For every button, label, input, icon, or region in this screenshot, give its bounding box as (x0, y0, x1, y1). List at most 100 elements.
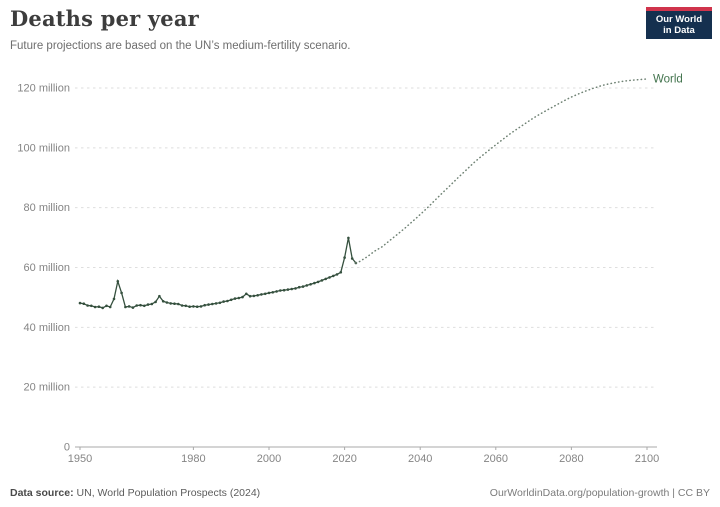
series-point (237, 296, 241, 300)
series-point (328, 276, 331, 279)
series-point (279, 289, 282, 292)
chart-title: Deaths per year (10, 6, 199, 31)
series-point (241, 295, 244, 299)
series-point (82, 302, 86, 306)
series-point (195, 305, 199, 309)
series-point (139, 303, 142, 307)
x-tick-label: 1980 (181, 453, 205, 465)
series-point (211, 302, 214, 306)
series-point (301, 285, 305, 288)
series-point (343, 256, 346, 259)
series-point (316, 280, 320, 284)
series-point (150, 302, 154, 306)
series-point (256, 294, 260, 297)
series-point (78, 301, 82, 305)
series-point (324, 277, 328, 281)
series-point (154, 300, 157, 304)
series-point (177, 302, 180, 306)
y-tick-label: 40 million (24, 322, 70, 334)
series-point (127, 305, 131, 308)
series-point (120, 291, 123, 295)
series-point (124, 305, 127, 309)
series-point (207, 303, 210, 306)
series-point (214, 302, 218, 305)
series-point (347, 236, 350, 240)
series-point (203, 303, 206, 307)
series-point (143, 304, 146, 308)
series-point (313, 281, 316, 285)
series-point (263, 292, 267, 296)
series-point (116, 280, 120, 283)
series-point (169, 302, 172, 305)
series-point (135, 304, 138, 307)
series-point (93, 305, 97, 309)
x-tick-label: 2000 (257, 453, 281, 465)
y-tick-label: 100 million (17, 142, 70, 154)
series-point (350, 257, 354, 260)
series-point (131, 306, 135, 309)
y-tick-label: 0 (64, 442, 70, 454)
y-tick-label: 60 million (24, 262, 70, 274)
credit-link[interactable]: OurWorldinData.org/population-growth | C… (489, 487, 710, 499)
chart-footer: Data source: UN, World Population Prospe… (0, 487, 720, 499)
series-historical (79, 237, 357, 309)
series-point (233, 297, 237, 300)
data-source: Data source: UN, World Population Prospe… (10, 487, 260, 499)
data-source-label: Data source: (10, 487, 74, 499)
series-point (294, 287, 297, 290)
data-source-text: UN, World Population Prospects (2024) (73, 487, 261, 499)
series-point (309, 283, 312, 286)
series-point (290, 287, 294, 291)
series-point (275, 290, 278, 293)
series-point (297, 285, 301, 289)
series-point (229, 298, 233, 302)
series-point (97, 305, 101, 309)
series-point (267, 291, 271, 295)
series-point (173, 302, 176, 306)
series-point (146, 303, 150, 306)
series-point (252, 294, 256, 298)
series-point (199, 305, 203, 308)
series-point (248, 294, 252, 298)
series-point (108, 305, 112, 309)
y-tick-label: 80 million (24, 202, 70, 214)
series-point (158, 294, 161, 298)
series-point (335, 273, 339, 276)
x-tick-label: 1950 (68, 453, 92, 465)
owid-logo-line2: in Data (663, 25, 695, 36)
series-point (332, 274, 335, 278)
series-point (339, 271, 343, 274)
y-tick-label: 20 million (24, 382, 70, 394)
series-point (320, 279, 324, 282)
series-point (90, 304, 93, 308)
series-point (245, 292, 248, 296)
series-point (226, 299, 229, 303)
series-point (101, 306, 104, 310)
series-point (112, 297, 116, 301)
series-projection (355, 78, 648, 264)
owid-logo[interactable]: Our World in Data (646, 7, 712, 39)
series-point (188, 305, 191, 309)
series-point (161, 300, 165, 303)
series-point (286, 288, 290, 291)
x-tick-label: 2100 (635, 453, 659, 465)
series-point (305, 284, 309, 287)
y-tick-label: 120 million (17, 82, 70, 94)
series-point (260, 293, 263, 296)
x-tick-label: 2020 (332, 453, 356, 465)
series-point (222, 300, 225, 303)
series-point (165, 301, 169, 304)
owid-logo-line1: Our World (655, 14, 703, 25)
series-point (180, 304, 184, 307)
x-tick-label: 2060 (484, 453, 508, 465)
series-point (271, 291, 275, 294)
series-point (192, 305, 195, 308)
series-point (105, 304, 108, 308)
chart-subtitle: Future projections are based on the UN’s… (10, 40, 351, 52)
series-point (86, 304, 89, 307)
x-tick-label: 2080 (559, 453, 583, 465)
x-tick-label: 2040 (408, 453, 432, 465)
series-point (218, 301, 222, 305)
